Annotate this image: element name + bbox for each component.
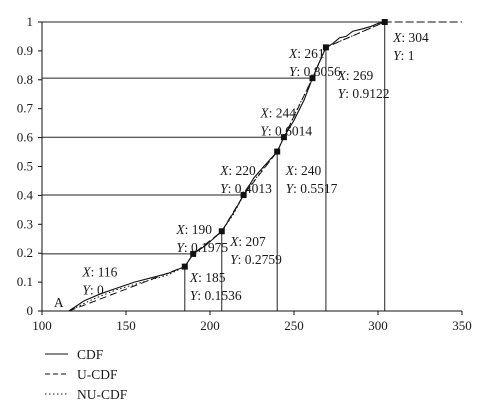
point-label-x: X: 269 bbox=[337, 68, 374, 83]
y-tick-label: 0.6 bbox=[17, 130, 34, 145]
point-label-y: Y: 0.6014 bbox=[260, 123, 312, 138]
point-marker bbox=[190, 250, 197, 257]
point-label-x: X: 304 bbox=[392, 30, 429, 45]
point-label-y: Y: 0.1536 bbox=[190, 288, 242, 303]
point-a-label: A bbox=[54, 295, 64, 310]
series-line-cdf bbox=[68, 21, 385, 312]
y-tick-label: 0.8 bbox=[17, 72, 33, 87]
point-marker bbox=[322, 44, 329, 51]
y-tick-label: 0.5 bbox=[17, 159, 33, 174]
x-tick-label: 350 bbox=[452, 318, 472, 333]
x-tick-label: 100 bbox=[32, 318, 52, 333]
y-tick-label: 0.2 bbox=[17, 245, 33, 260]
y-tick-label: 0.4 bbox=[17, 187, 34, 202]
y-tick-label: 0.7 bbox=[17, 101, 34, 116]
y-tick-label: 0 bbox=[27, 303, 34, 318]
x-tick-label: 300 bbox=[368, 318, 388, 333]
y-tick-label: 1 bbox=[27, 14, 34, 29]
y-tick-label: 0.1 bbox=[17, 274, 33, 289]
point-label-x: X: 244 bbox=[259, 105, 296, 120]
point-label-x: X: 220 bbox=[219, 163, 256, 178]
series-layer bbox=[68, 21, 462, 312]
point-marker bbox=[181, 263, 188, 270]
point-label-y: Y: 0 bbox=[82, 282, 104, 297]
point-label-x: X: 116 bbox=[81, 264, 117, 279]
point-marker bbox=[381, 19, 388, 25]
annotation-layer: X: 116 Y: 0 X: 185 Y: 0.1536 X: 190 Y: 0.1975… bbox=[54, 30, 429, 310]
point-label-y: Y: 0.9122 bbox=[338, 86, 390, 101]
point-marker bbox=[240, 192, 247, 199]
point-marker bbox=[280, 134, 287, 141]
series-line-u-cdf bbox=[68, 21, 462, 312]
legend-label-u-cdf: U-CDF bbox=[77, 367, 118, 382]
legend-label-cdf: CDF bbox=[77, 347, 104, 362]
legend-label-nu-cdf: NU-CDF bbox=[77, 387, 128, 402]
x-tick-label: 250 bbox=[284, 318, 304, 333]
point-label-x: X: 185 bbox=[189, 270, 226, 285]
point-label-y: Y: 1 bbox=[393, 48, 414, 63]
x-tick-label: 150 bbox=[116, 318, 136, 333]
point-marker bbox=[309, 75, 316, 82]
point-label-x: X: 240 bbox=[285, 163, 322, 178]
point-label-x: X: 190 bbox=[175, 222, 212, 237]
point-label-x: X: 207 bbox=[229, 234, 266, 249]
point-label-y: Y: 0.1975 bbox=[176, 240, 228, 255]
y-tick-label: 0.9 bbox=[17, 43, 33, 58]
legend: CDF U-CDF NU-CDF bbox=[45, 347, 128, 402]
point-label-y: Y: 0.4013 bbox=[220, 181, 272, 196]
point-label-y: Y: 0.5517 bbox=[286, 181, 338, 196]
point-marker bbox=[218, 228, 225, 235]
point-marker bbox=[274, 148, 281, 155]
point-label-y: Y: 0.2759 bbox=[230, 252, 282, 267]
marker-layer bbox=[181, 19, 388, 270]
plot-area bbox=[42, 21, 386, 311]
point-label-y: Y: 0.8056 bbox=[289, 64, 341, 79]
point-label-x: X: 261 bbox=[288, 46, 325, 61]
x-tick-label: 200 bbox=[200, 318, 220, 333]
axes: 0 0.1 0.2 0.3 0.4 0.5 0.6 0.7 0.8 0.9 1 100 150 200 25… bbox=[17, 14, 472, 333]
y-tick-label: 0.3 bbox=[17, 216, 33, 231]
